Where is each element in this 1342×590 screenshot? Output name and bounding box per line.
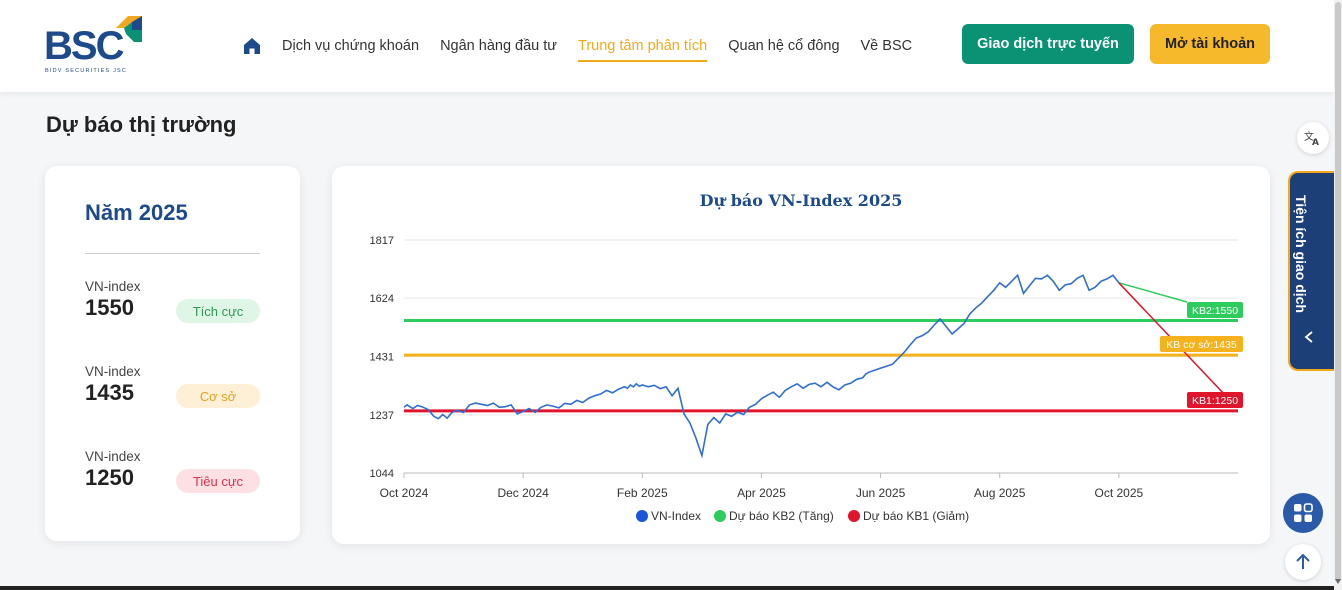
nav-item-securities-services[interactable]: Dịch vụ chứng khoán	[282, 38, 420, 54]
forecast-label: VN-index	[85, 364, 141, 379]
x-tick-label: Feb 2025	[617, 486, 668, 500]
chart-title: Dự báo VN-Index 2025	[700, 191, 903, 210]
nav-item-about-bsc[interactable]: Về BSC	[860, 38, 913, 54]
side-tab-label: Tiện ích giao dịch	[1293, 195, 1309, 313]
legend-marker	[848, 510, 860, 522]
vnindex-line	[403, 273, 1120, 459]
logo-text: BSC	[44, 24, 124, 68]
main-nav: Dịch vụ chứng khoán Ngân hàng đầu tư Tru…	[242, 0, 933, 92]
chevron-left-icon	[1304, 331, 1313, 343]
kb2-forecast-line	[1118, 282, 1188, 303]
forecast-year-title: Năm 2025	[85, 200, 188, 225]
svg-text:文: 文	[1304, 130, 1314, 143]
apps-button[interactable]	[1283, 493, 1323, 533]
apps-grid-icon	[1294, 503, 1313, 522]
y-tick-label: 1817	[370, 235, 394, 247]
reference-label: KB1:1250	[1192, 395, 1238, 407]
trading-utilities-tab[interactable]: Tiện ích giao dịch	[1288, 171, 1334, 371]
x-tick-label: Aug 2025	[974, 486, 1026, 500]
arrow-up-icon	[1296, 553, 1310, 569]
legend-marker	[714, 510, 726, 522]
forecast-value: 1550	[85, 295, 134, 320]
svg-text:A: A	[1312, 138, 1319, 147]
translate-button[interactable]: 文 A	[1297, 122, 1329, 154]
y-tick-label: 1624	[370, 293, 394, 305]
nav-item-investor-relations[interactable]: Quan hệ cổ đông	[728, 38, 840, 54]
nav-item-investment-banking[interactable]: Ngân hàng đầu tư	[440, 38, 558, 54]
scroll-to-top-button[interactable]	[1285, 544, 1321, 580]
nav-item-research-center[interactable]: Trung tâm phân tích	[578, 38, 708, 62]
scroll-down-arrow-icon[interactable]	[1335, 579, 1341, 584]
vnindex-forecast-chart: Dự báo VN-Index 2025 1044 1237 1431 1624 1817…	[370, 191, 1243, 523]
forecast-item-negative: VN-index 1250 Tiêu cực	[85, 449, 265, 509]
x-tick-label: Jun 2025	[856, 486, 906, 500]
reference-label: KB cơ sở:1435	[1166, 339, 1237, 351]
forecast-value: 1435	[85, 380, 134, 405]
forecast-item-positive: VN-index 1550 Tích cực	[85, 279, 265, 339]
section-title: Dự báo thị trường	[46, 112, 237, 137]
open-account-button[interactable]: Mở tài khoản	[1150, 24, 1270, 64]
forecast-item-base: VN-index 1435 Cơ sở	[85, 364, 265, 424]
legend-marker	[636, 510, 648, 522]
legend-label: Dự báo KB1 (Giảm)	[863, 509, 969, 523]
header: BSC BIDV SECURITIES JSC Dịch vụ chứng kh…	[0, 0, 1334, 92]
bottom-bar	[0, 586, 1334, 590]
forecast-card: Năm 2025 VN-index 1550 Tích cực VN-index…	[45, 166, 300, 541]
x-tick-label: Oct 2025	[1095, 486, 1144, 500]
forecast-label: VN-index	[85, 449, 141, 464]
divider	[85, 253, 260, 254]
y-tick-label: 1044	[370, 468, 394, 480]
online-trading-button[interactable]: Giao dịch trực tuyến	[962, 24, 1134, 64]
reference-label-box	[1187, 302, 1243, 318]
forecast-label: VN-index	[85, 279, 141, 294]
x-tick-label: Oct 2024	[380, 486, 429, 500]
x-tick-label: Dec 2024	[497, 486, 549, 500]
status-badge-positive: Tích cực	[176, 299, 260, 323]
logo-subtitle: BIDV SECURITIES JSC	[45, 68, 128, 74]
page-scrollbar[interactable]	[1334, 0, 1342, 590]
status-badge-negative: Tiêu cực	[176, 469, 260, 493]
forecast-value: 1250	[85, 465, 134, 490]
legend-label: VN-Index	[651, 509, 701, 523]
logo-mark-icon	[116, 16, 142, 42]
y-tick-label: 1237	[370, 410, 394, 422]
translate-icon: 文 A	[1304, 130, 1319, 147]
legend-label: Dự báo KB2 (Tăng)	[729, 509, 834, 523]
home-icon[interactable]	[242, 36, 262, 56]
bsc-logo[interactable]: BSC BIDV SECURITIES JSC	[44, 14, 144, 76]
scrollbar-thumb[interactable]	[1335, 2, 1341, 582]
reference-label-box	[1160, 336, 1243, 352]
x-tick-label: Apr 2025	[737, 486, 786, 500]
chart-card: Dự báo VN-Index 2025 1044 1237 1431 1624 1817…	[332, 166, 1270, 544]
reference-label-box	[1187, 392, 1243, 408]
reference-label: KB2:1550	[1192, 305, 1238, 317]
status-badge-base: Cơ sở	[176, 384, 260, 408]
y-tick-label: 1431	[370, 351, 394, 363]
